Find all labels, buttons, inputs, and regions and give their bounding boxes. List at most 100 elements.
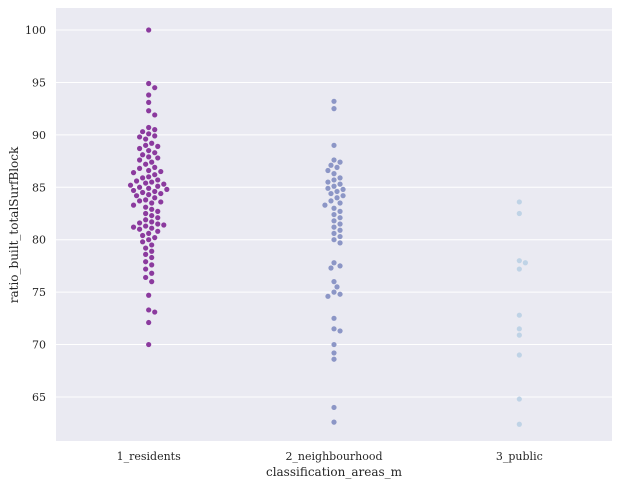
data-point-2_neighbourhood (331, 279, 337, 285)
plot-background (56, 8, 612, 441)
data-point-1_residents (143, 251, 149, 257)
data-point-2_neighbourhood (334, 188, 340, 195)
data-point-1_residents (149, 140, 155, 146)
data-point-3_public (516, 258, 522, 264)
data-point-2_neighbourhood (331, 350, 337, 356)
data-point-1_residents (143, 223, 149, 229)
data-point-2_neighbourhood (331, 224, 337, 230)
data-point-1_residents (146, 341, 152, 348)
data-point-1_residents (136, 184, 143, 190)
data-point-1_residents (136, 157, 143, 163)
y-tick-label: 80 (32, 234, 46, 247)
data-point-1_residents (136, 134, 143, 140)
data-point-1_residents (146, 307, 152, 313)
data-point-1_residents (161, 181, 167, 187)
data-point-1_residents (152, 172, 158, 178)
data-point-1_residents (152, 85, 158, 91)
data-point-2_neighbourhood (331, 237, 337, 243)
data-point-2_neighbourhood (337, 240, 343, 246)
data-point-2_neighbourhood (337, 328, 343, 334)
data-point-2_neighbourhood (328, 265, 334, 271)
data-point-1_residents (146, 108, 152, 114)
data-point-1_residents (155, 177, 161, 183)
data-point-1_residents (152, 133, 158, 139)
data-point-2_neighbourhood (325, 167, 331, 174)
data-point-2_neighbourhood (331, 356, 337, 362)
data-point-3_public (516, 210, 522, 217)
data-point-1_residents (143, 204, 149, 210)
data-point-1_residents (146, 174, 152, 180)
data-point-2_neighbourhood (331, 142, 337, 148)
data-point-1_residents (133, 178, 140, 184)
data-point-2_neighbourhood (331, 230, 337, 237)
data-point-1_residents (149, 225, 155, 231)
data-points (127, 27, 528, 427)
data-point-1_residents (152, 150, 158, 156)
data-point-1_residents (152, 164, 158, 170)
data-point-1_residents (155, 221, 161, 227)
data-point-1_residents (143, 266, 149, 272)
x-axis-label: classification_areas_m (266, 465, 403, 479)
data-point-1_residents (130, 170, 137, 176)
data-point-1_residents (152, 195, 158, 201)
data-point-1_residents (136, 198, 143, 204)
data-point-3_public (516, 396, 522, 402)
data-point-1_residents (152, 309, 158, 315)
data-point-2_neighbourhood (337, 221, 343, 227)
data-point-1_residents (140, 189, 146, 196)
data-point-1_residents (149, 159, 155, 165)
data-point-1_residents (146, 80, 152, 87)
data-point-1_residents (143, 136, 149, 142)
data-point-2_neighbourhood (337, 263, 343, 269)
data-point-1_residents (149, 248, 155, 254)
data-point-1_residents (146, 147, 152, 154)
data-point-3_public (516, 332, 522, 338)
data-point-2_neighbourhood (331, 419, 337, 425)
data-point-1_residents (152, 112, 158, 118)
data-point-2_neighbourhood (331, 205, 337, 211)
data-point-1_residents (146, 292, 152, 298)
data-point-2_neighbourhood (331, 106, 337, 112)
data-point-3_public (522, 260, 528, 266)
data-point-3_public (516, 312, 522, 318)
data-point-1_residents (133, 193, 140, 199)
data-point-1_residents (149, 270, 155, 276)
data-point-3_public (516, 421, 522, 427)
data-point-1_residents (140, 239, 146, 245)
data-point-2_neighbourhood (328, 198, 334, 204)
data-point-3_public (516, 352, 522, 358)
data-point-3_public (516, 326, 522, 332)
data-point-2_neighbourhood (331, 98, 337, 104)
data-point-1_residents (155, 208, 161, 214)
data-point-1_residents (158, 199, 164, 205)
data-point-2_neighbourhood (331, 341, 337, 348)
y-tick-label: 100 (25, 24, 46, 37)
x-tick-label: 3_public (496, 450, 543, 463)
data-point-2_neighbourhood (334, 284, 340, 290)
data-point-1_residents (143, 274, 149, 281)
data-point-1_residents (146, 185, 152, 191)
data-point-1_residents (140, 152, 146, 158)
y-tick-label: 70 (32, 339, 46, 352)
data-point-2_neighbourhood (331, 218, 337, 224)
data-point-1_residents (155, 155, 161, 161)
data-point-1_residents (140, 232, 146, 239)
data-point-1_residents (146, 131, 152, 137)
data-point-2_neighbourhood (340, 186, 346, 192)
data-point-1_residents (130, 224, 137, 230)
data-point-1_residents (143, 142, 149, 148)
data-point-2_neighbourhood (337, 159, 343, 165)
data-point-1_residents (149, 242, 155, 248)
x-tick-label: 2_neighbourhood (285, 450, 382, 463)
data-point-1_residents (146, 167, 152, 174)
data-point-2_neighbourhood (337, 233, 343, 240)
data-point-1_residents (149, 212, 155, 219)
data-point-2_neighbourhood (337, 208, 343, 214)
data-point-2_neighbourhood (337, 227, 343, 233)
data-point-1_residents (149, 179, 155, 185)
data-point-1_residents (136, 226, 143, 232)
data-point-1_residents (164, 186, 170, 192)
data-point-1_residents (146, 124, 152, 131)
data-point-3_public (516, 199, 522, 205)
